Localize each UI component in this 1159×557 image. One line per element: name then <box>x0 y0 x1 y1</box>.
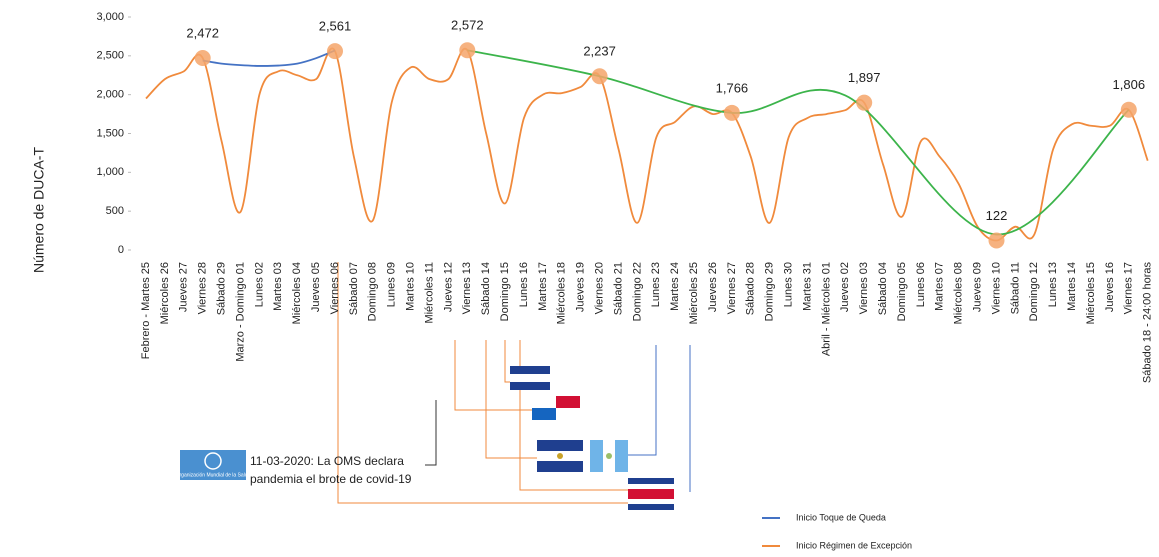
x-tick-label: Jueves 12 <box>442 262 454 312</box>
line <box>467 49 1130 236</box>
flag-guatemala <box>590 440 628 472</box>
y-tick-label: 500 <box>106 205 124 217</box>
x-tick-label: Martes 03 <box>272 262 284 311</box>
x-tick-label: Sábado 28 <box>745 262 757 315</box>
x-tick-label: Febrero - Martes 25 <box>140 262 152 359</box>
peak-marker <box>856 94 873 111</box>
x-tick-label: Viernes 13 <box>461 262 473 314</box>
annotation: 11-03-2020: La OMS declara <box>250 454 404 468</box>
x-tick-label: Domingo 15 <box>499 262 511 321</box>
connector <box>454 340 548 411</box>
x-tick-label: Viernes 10 <box>990 262 1002 314</box>
flag-el-salvador <box>537 440 583 472</box>
x-tick-label: Jueves 02 <box>839 262 851 312</box>
x-tick-label: Sábado 07 <box>348 262 360 315</box>
legend-label: Inicio Toque de Queda <box>796 512 886 522</box>
x-tick-label: Jueves 09 <box>972 262 984 312</box>
x-tick-label: Miércoles 25 <box>688 262 700 324</box>
x-tick-label: Lunes 09 <box>386 262 398 307</box>
flag-costa-rica <box>628 478 674 510</box>
x-tick-label: Abril - Miércoles 01 <box>820 262 832 356</box>
x-tick-label: Viernes 28 <box>197 262 209 314</box>
connector <box>337 262 628 504</box>
x-tick-label: Jueves 19 <box>575 262 587 312</box>
x-tick-label: Lunes 06 <box>915 262 927 307</box>
y-tick-label: 3,000 <box>96 11 124 23</box>
x-tick-label: Miércoles 15 <box>1085 262 1097 324</box>
y-tick-label: 0 <box>118 244 124 256</box>
who-logo: Organización Mundial de la Salud <box>176 450 251 480</box>
x-tick-label: Sábado 21 <box>612 262 624 315</box>
connector <box>628 345 657 456</box>
y-tick-label: 2,500 <box>96 50 124 62</box>
x-tick-label: Martes 31 <box>801 262 813 311</box>
x-tick-label: Sábado 18 - 24:00 horas <box>1142 262 1154 384</box>
x-tick-label: Jueves 27 <box>178 262 190 312</box>
peak-marker <box>459 42 476 59</box>
peak-marker <box>327 43 343 60</box>
x-tick-label: Lunes 23 <box>650 262 662 307</box>
x-tick-label: Miércoles 26 <box>159 262 171 324</box>
legend-label: Inicio Régimen de Excepción <box>796 540 912 550</box>
x-tick-label: Martes 17 <box>537 262 549 311</box>
x-tick-label: Martes 10 <box>405 262 417 311</box>
x-tick-label: Sábado 29 <box>216 262 228 315</box>
connector <box>425 400 437 466</box>
connector <box>504 340 512 383</box>
x-tick-label: Jueves 16 <box>1104 262 1116 312</box>
x-tick-label: Miércoles 08 <box>953 262 965 324</box>
line <box>202 49 336 67</box>
x-tick-label: Martes 24 <box>669 262 681 311</box>
x-tick-label: Martes 07 <box>934 262 946 311</box>
x-tick-label: Jueves 05 <box>310 262 322 312</box>
x-tick-label: Sábado 04 <box>877 262 889 315</box>
x-tick-label: Domingo 05 <box>896 262 908 321</box>
peak-marker <box>591 68 608 85</box>
x-tick-label: Lunes 13 <box>1047 262 1059 307</box>
x-tick-label: Viernes 17 <box>1123 262 1135 314</box>
x-tick-label: Viernes 06 <box>329 262 341 314</box>
x-tick-label: Marzo - Domingo 01 <box>234 262 246 362</box>
x-tick-label: Lunes 30 <box>783 262 795 307</box>
peak-marker <box>1120 101 1137 118</box>
data-label: 2,572 <box>451 18 484 33</box>
annotation: pandemia el brote de covid-19 <box>250 472 412 486</box>
flag-panama <box>532 396 580 420</box>
peak-marker <box>194 50 211 67</box>
y-tick-label: 1,000 <box>96 166 124 178</box>
x-tick-label: Miércoles 11 <box>423 262 435 324</box>
x-tick-label: Miércoles 04 <box>291 262 303 324</box>
x-tick-label: Domingo 12 <box>1028 262 1040 321</box>
peak-marker <box>988 232 1005 249</box>
data-label: 122 <box>986 208 1008 223</box>
x-tick-label: Lunes 02 <box>253 262 265 307</box>
x-tick-label: Sábado 14 <box>480 262 492 315</box>
peak-marker <box>723 104 740 121</box>
data-label: 2,237 <box>583 44 616 59</box>
x-tick-label: Sábado 11 <box>1009 262 1021 314</box>
data-label: 1,897 <box>848 70 881 85</box>
line <box>145 47 1149 242</box>
flag-honduras <box>510 366 550 390</box>
x-tick-label: Lunes 16 <box>518 262 530 307</box>
y-axis-label: Número de DUCA-T <box>31 147 47 273</box>
x-tick-label: Domingo 29 <box>764 262 776 321</box>
x-tick-label: Viernes 27 <box>726 262 738 314</box>
connector <box>485 340 537 459</box>
data-label: 2,561 <box>319 19 352 34</box>
x-tick-label: Viernes 03 <box>858 262 870 314</box>
x-tick-label: Martes 14 <box>1066 262 1078 311</box>
x-tick-label: Domingo 22 <box>631 262 643 321</box>
y-tick-label: 1,500 <box>96 127 124 139</box>
data-label: 1,766 <box>716 80 749 95</box>
x-tick-label: Jueves 26 <box>707 262 719 312</box>
x-tick-label: Viernes 20 <box>594 262 606 314</box>
y-tick-label: 2,000 <box>96 89 124 101</box>
data-label: 2,472 <box>186 25 219 40</box>
x-tick-label: Domingo 08 <box>367 262 379 321</box>
who-org: Organización Mundial de la Salud <box>176 472 251 478</box>
x-tick-label: Miércoles 18 <box>556 262 568 324</box>
data-label: 1,806 <box>1113 77 1146 92</box>
